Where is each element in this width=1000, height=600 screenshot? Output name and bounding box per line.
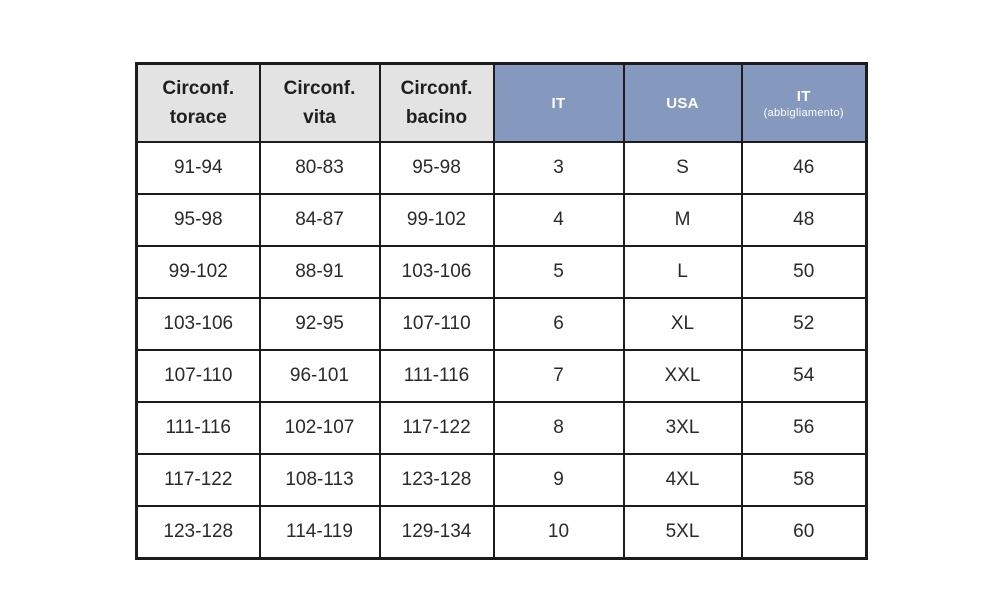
- table-cell: 80-83: [258, 141, 381, 195]
- header-circonf-vita: Circonf. vita: [258, 62, 381, 143]
- header-label: torace: [169, 107, 227, 128]
- header-label: Circonf.: [162, 77, 235, 99]
- header-circonf-bacino: Circonf. bacino: [378, 62, 495, 143]
- header-label: Circonf.: [283, 77, 356, 99]
- table-row: 117-122 108-113 123-128 9 4XL 58: [135, 453, 868, 507]
- table-cell: 123-128: [378, 453, 495, 507]
- table-cell: 129-134: [378, 505, 495, 560]
- table-header-row: Circonf. torace Circonf. vita Circonf. b…: [135, 62, 868, 143]
- table-cell: S: [622, 141, 743, 195]
- table-cell: M: [622, 193, 743, 247]
- table-cell: 4XL: [622, 453, 743, 507]
- table-row: 99-102 88-91 103-106 5 L 50: [135, 245, 868, 299]
- table-cell: 3: [492, 141, 625, 195]
- table-cell: 88-91: [258, 245, 381, 299]
- table-row: 91-94 80-83 95-98 3 S 46: [135, 141, 868, 195]
- table-cell: 3XL: [622, 401, 743, 455]
- header-label: Circonf.: [400, 77, 473, 99]
- table-cell: 4: [492, 193, 625, 247]
- header-circonf-torace: Circonf. torace: [135, 62, 261, 143]
- table-row: 107-110 96-101 111-116 7 XXL 54: [135, 349, 868, 403]
- table-cell: 60: [740, 505, 868, 560]
- table-cell: 5: [492, 245, 625, 299]
- table-cell: 7: [492, 349, 625, 403]
- table-cell: 108-113: [258, 453, 381, 507]
- table-cell: XL: [622, 297, 743, 351]
- table-cell: 9: [492, 453, 625, 507]
- table-cell: 117-122: [135, 453, 261, 507]
- header-usa: USA: [622, 62, 743, 143]
- table-cell: 103-106: [378, 245, 495, 299]
- table-cell: 123-128: [135, 505, 261, 560]
- table-cell: L: [622, 245, 743, 299]
- table-cell: 102-107: [258, 401, 381, 455]
- table-cell: 52: [740, 297, 868, 351]
- table-cell: 107-110: [378, 297, 495, 351]
- header-label: bacino: [405, 107, 468, 128]
- table-cell: 58: [740, 453, 868, 507]
- table-row: 95-98 84-87 99-102 4 M 48: [135, 193, 868, 247]
- table-cell: 46: [740, 141, 868, 195]
- header-label: vita: [303, 107, 336, 128]
- table-cell: 99-102: [378, 193, 495, 247]
- table-cell: 10: [492, 505, 625, 560]
- table-cell: 50: [740, 245, 868, 299]
- header-it-abbigliamento: IT (abbigliamento): [740, 62, 868, 143]
- table-cell: 114-119: [258, 505, 381, 560]
- table-row: 111-116 102-107 117-122 8 3XL 56: [135, 401, 868, 455]
- table-cell: 5XL: [622, 505, 743, 560]
- table-cell: 96-101: [258, 349, 381, 403]
- table-cell: 99-102: [135, 245, 261, 299]
- size-chart-table: Circonf. torace Circonf. vita Circonf. b…: [135, 62, 868, 560]
- table-cell: XXL: [622, 349, 743, 403]
- table-cell: 107-110: [135, 349, 261, 403]
- table-cell: 117-122: [378, 401, 495, 455]
- table-row: 123-128 114-119 129-134 10 5XL 60: [135, 505, 868, 560]
- header-label: USA: [666, 94, 699, 112]
- table-cell: 92-95: [258, 297, 381, 351]
- table-cell: 8: [492, 401, 625, 455]
- table-cell: 54: [740, 349, 868, 403]
- table-cell: 111-116: [378, 349, 495, 403]
- header-it: IT: [492, 62, 625, 143]
- table-cell: 6: [492, 297, 625, 351]
- table-cell: 95-98: [135, 193, 261, 247]
- header-sublabel: (abbigliamento): [763, 106, 844, 119]
- table-cell: 95-98: [378, 141, 495, 195]
- table-cell: 91-94: [135, 141, 261, 195]
- table-cell: 56: [740, 401, 868, 455]
- table-cell: 111-116: [135, 401, 261, 455]
- table-cell: 84-87: [258, 193, 381, 247]
- table-row: 103-106 92-95 107-110 6 XL 52: [135, 297, 868, 351]
- header-label: IT: [551, 94, 566, 112]
- table-body: 91-94 80-83 95-98 3 S 46 95-98 84-87 99-…: [135, 141, 868, 560]
- table-cell: 103-106: [135, 297, 261, 351]
- header-label: IT: [796, 87, 811, 105]
- table-cell: 48: [740, 193, 868, 247]
